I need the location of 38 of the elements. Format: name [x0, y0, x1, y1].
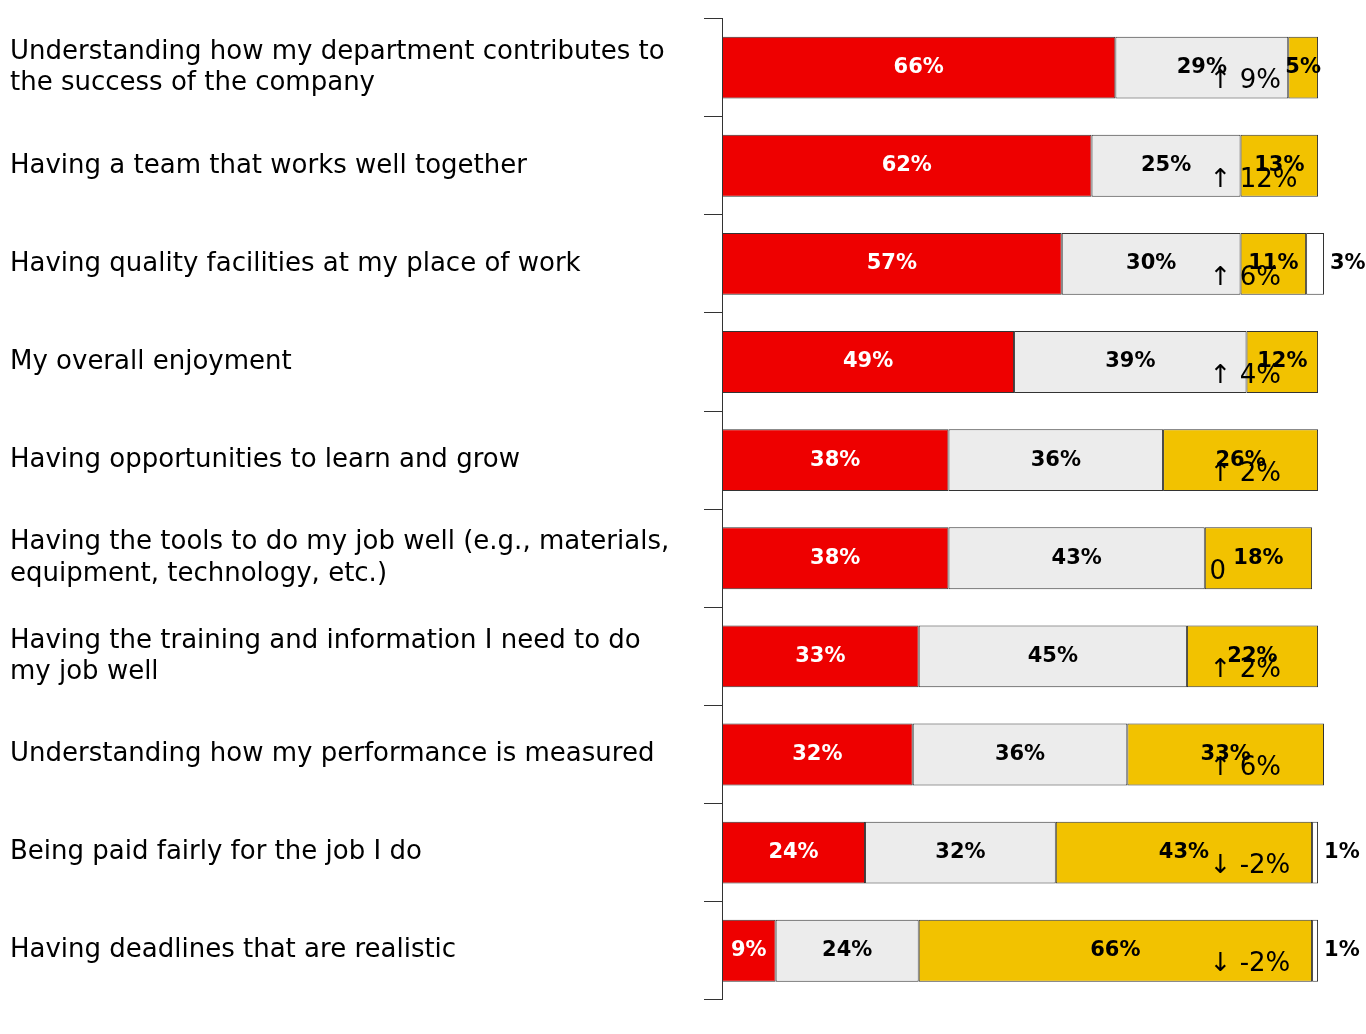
data-label: 3%: [1330, 250, 1366, 275]
y-tick-label: Understanding how my performance is measured: [10, 737, 655, 768]
data-label: 38%: [810, 446, 861, 471]
y-tick-label: Having opportunities to learn and grow: [10, 442, 520, 473]
annotation: ↓ -2%: [1209, 849, 1291, 880]
data-label: 43%: [1158, 839, 1210, 864]
y-tick-label: Having the tools to do my job well (e.g., materials, equipment, technology, etc.): [10, 525, 670, 587]
data-label: 24%: [768, 839, 819, 864]
data-label: 66%: [1090, 937, 1141, 962]
data-label: 66%: [893, 54, 944, 79]
y-tick-label: Having deadlines that are realistic: [10, 933, 457, 964]
data-label: 38%: [810, 544, 861, 569]
y-tick-label: Having quality facilities at my place of work: [10, 246, 581, 277]
data-label: 33%: [795, 642, 846, 667]
data-label: 62%: [881, 152, 932, 177]
data-label: 36%: [994, 740, 1046, 765]
annotation: ↓ -2%: [1209, 947, 1291, 978]
data-label: 30%: [1126, 250, 1177, 275]
data-label: 32%: [792, 740, 843, 765]
data-label: 32%: [935, 839, 986, 864]
data-label: 39%: [1105, 348, 1156, 373]
data-label: 9%: [730, 937, 767, 962]
data-label: 57%: [866, 250, 917, 275]
y-tick-label: Having the training and information I need to do my job well: [10, 623, 641, 685]
data-label: 25%: [1140, 152, 1192, 177]
y-tick-label: Having a team that works well together: [10, 148, 528, 179]
data-label: 36%: [1030, 446, 1081, 471]
data-label: 24%: [822, 937, 873, 962]
data-label: 43%: [1051, 544, 1102, 569]
data-label: 45%: [1027, 642, 1078, 667]
y-tick-label: My overall enjoyment: [10, 344, 292, 375]
data-label: 1%: [1324, 937, 1360, 962]
annotation: 0: [1209, 555, 1227, 586]
data-label: 18%: [1233, 544, 1284, 569]
data-label: 49%: [842, 348, 894, 373]
data-label: 1%: [1324, 839, 1360, 864]
y-tick-label: Understanding how my department contributes to the success of the company: [10, 34, 665, 97]
y-tick-label: Being paid fairly for the job I do: [10, 835, 422, 866]
